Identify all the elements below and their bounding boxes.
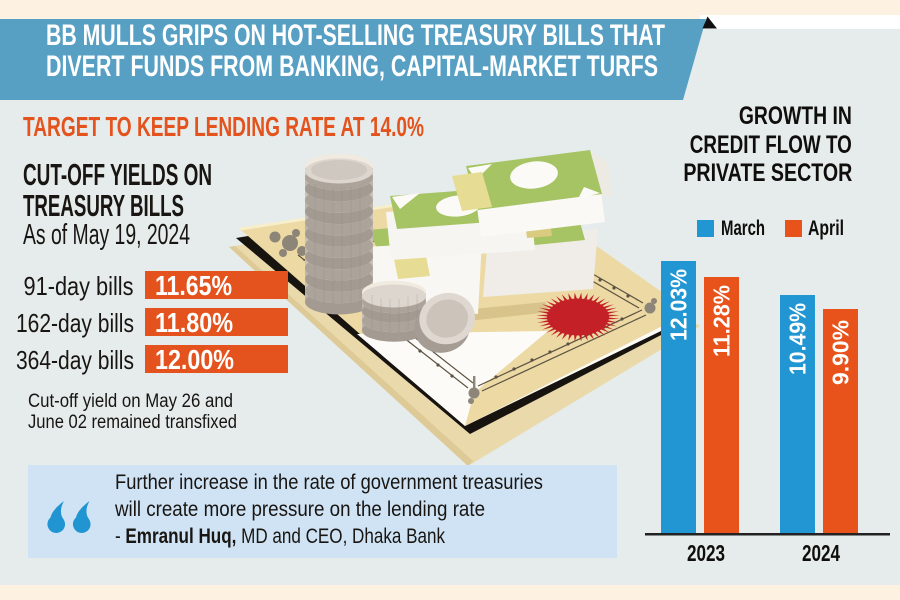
svg-text:11.28%: 11.28% [709, 285, 735, 357]
svg-text:12.03%: 12.03% [666, 269, 692, 341]
svg-text:2023: 2023 [687, 540, 725, 566]
svg-text:9.90%: 9.90% [828, 320, 854, 385]
svg-text:10.49%: 10.49% [785, 303, 811, 375]
svg-text:2024: 2024 [802, 540, 840, 566]
